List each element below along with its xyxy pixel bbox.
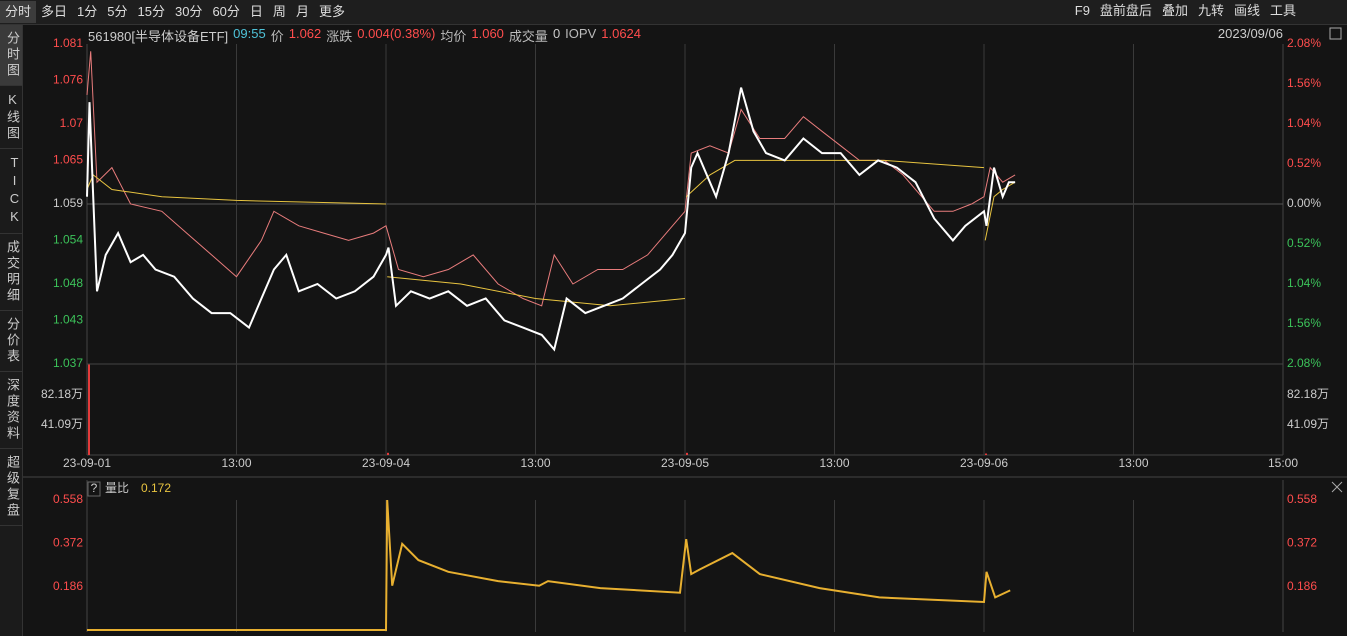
tab-button[interactable]: 月	[295, 4, 309, 19]
layout-icon[interactable]	[1329, 27, 1342, 40]
y2-tick-label: 1.04%	[1287, 276, 1321, 290]
tab-button[interactable]: 更多	[318, 4, 345, 19]
tool-button[interactable]: 画线	[1233, 3, 1260, 18]
y-tick-label: 0.558	[53, 492, 83, 506]
toolbar: 分时 多日 1分 5分 15分 30分 60分日周月更多 F9 盘前盘后 叠加 九转 画线 工具	[0, 0, 1347, 25]
volume: 0	[552, 26, 561, 41]
x-tick-label: 13:00	[520, 456, 550, 470]
y-tick-label: 1.065	[53, 153, 83, 167]
volume-tick-label: 82.18万	[41, 387, 83, 401]
help-box[interactable]	[87, 481, 101, 497]
volume-bar	[686, 452, 688, 455]
label: IOPV	[565, 26, 597, 41]
y-tick-label: 0.186	[53, 579, 83, 593]
y2-tick-label: 0.00%	[1287, 196, 1321, 210]
volume-bar	[985, 453, 987, 455]
x-tick-label: 23-09-06	[960, 456, 1008, 470]
time: 09:55	[233, 26, 266, 41]
x-tick-label: 23-09-01	[63, 456, 111, 470]
y-tick-label: 1.054	[53, 233, 83, 247]
y2-tick-label: 0.186	[1287, 579, 1317, 593]
label: 均价	[440, 29, 467, 44]
tool-button[interactable]: 九转	[1197, 3, 1224, 18]
y-tick-label: 0.372	[53, 536, 83, 550]
y2-tick-label: 1.04%	[1287, 116, 1321, 130]
y2-tick-label: 0.372	[1287, 536, 1317, 550]
price: 1.062	[288, 26, 322, 41]
tool-button[interactable]: 叠加	[1161, 3, 1188, 18]
y2-tick-label: 0.52%	[1287, 236, 1321, 250]
ratio-title: 量比	[105, 481, 129, 495]
price-line	[86, 51, 1016, 307]
y2-tick-label: 0.52%	[1287, 156, 1321, 170]
y2-tick-label: 2.08%	[1287, 356, 1321, 370]
code: 561980[半导体设备ETF]	[88, 29, 229, 44]
y-tick-label: 1.043	[53, 313, 83, 327]
y-tick-label: 1.059	[53, 196, 83, 210]
x-tick-label: 13:00	[1118, 456, 1148, 470]
volume-tick-label: 41.09万	[1287, 417, 1329, 431]
close-icon[interactable]	[1331, 481, 1343, 493]
y2-tick-label: 0.558	[1287, 492, 1317, 506]
y-tick-label: 1.076	[53, 73, 83, 87]
info-bar: 561980[半导体设备ETF] 09:55 价 1.062 涨跌 0.004(…	[88, 26, 641, 45]
side-tab[interactable]: 超级复盘	[0, 449, 22, 526]
y-tick-label: 1.081	[53, 36, 83, 50]
price-line	[87, 499, 1011, 631]
tab-button[interactable]: 60分	[212, 4, 240, 19]
tab-button[interactable]: 周	[272, 4, 286, 19]
side-tab[interactable]: 深度资料	[0, 372, 22, 449]
toolbar-right: F9 盘前盘后 叠加 九转 画线 工具	[1070, 0, 1301, 22]
x-tick-label: 15:00	[1268, 456, 1298, 470]
tool-button[interactable]: 工具	[1269, 3, 1296, 18]
tab-button[interactable]: 分时	[0, 1, 37, 23]
tool-button[interactable]: 盘前盘后	[1099, 3, 1152, 18]
tab-button[interactable]: 多日	[41, 4, 68, 19]
x-tick-label: 23-09-05	[661, 456, 709, 470]
y2-tick-label: 2.08%	[1287, 36, 1321, 50]
date: 2023/09/06	[1217, 26, 1283, 41]
side-tab[interactable]: K线图	[0, 86, 22, 149]
label: 价	[270, 29, 284, 44]
volume-tick-label: 41.09万	[41, 417, 83, 431]
y-tick-label: 1.037	[53, 356, 83, 370]
tab-button[interactable]: 5分	[107, 4, 128, 19]
x-tick-label: 13:00	[819, 456, 849, 470]
avg: 1.060	[471, 26, 504, 41]
price-line	[86, 87, 1016, 352]
side-tab[interactable]: 分时图	[0, 25, 22, 86]
help[interactable]: ?	[91, 481, 98, 495]
tab-button[interactable]: 1分	[77, 4, 98, 19]
tool-button[interactable]: F9	[1074, 3, 1090, 18]
y2-tick-label: 1.56%	[1287, 316, 1321, 330]
volume-bar	[88, 364, 90, 455]
volume-bar	[387, 452, 389, 455]
price-line	[86, 159, 1016, 307]
x-tick-label: 23-09-04	[362, 456, 410, 470]
tab-button[interactable]: 30分	[174, 4, 203, 19]
ratio-value: 0.172	[141, 481, 171, 495]
y2-tick-label: 1.56%	[1287, 76, 1321, 90]
side-tab[interactable]: TICK	[0, 149, 22, 234]
iopv: 1.0624	[601, 26, 642, 41]
tab-button[interactable]: 15分	[137, 4, 165, 19]
label: 涨跌	[326, 29, 353, 44]
y-tick-label: 1.048	[53, 276, 83, 290]
sidebar: 分时图 K线图 TICK 成交明细 分价表 深度资料 超级复盘	[0, 25, 23, 636]
label: 成交量	[508, 29, 548, 44]
change: 0.004(0.38%)	[357, 26, 436, 41]
y-tick-label: 1.07	[60, 116, 84, 130]
side-tab[interactable]: 成交明细	[0, 234, 22, 311]
x-tick-label: 13:00	[221, 456, 251, 470]
side-tab[interactable]: 分价表	[0, 311, 22, 372]
volume-tick-label: 82.18万	[1287, 387, 1329, 401]
tab-button[interactable]: 日	[249, 4, 263, 19]
